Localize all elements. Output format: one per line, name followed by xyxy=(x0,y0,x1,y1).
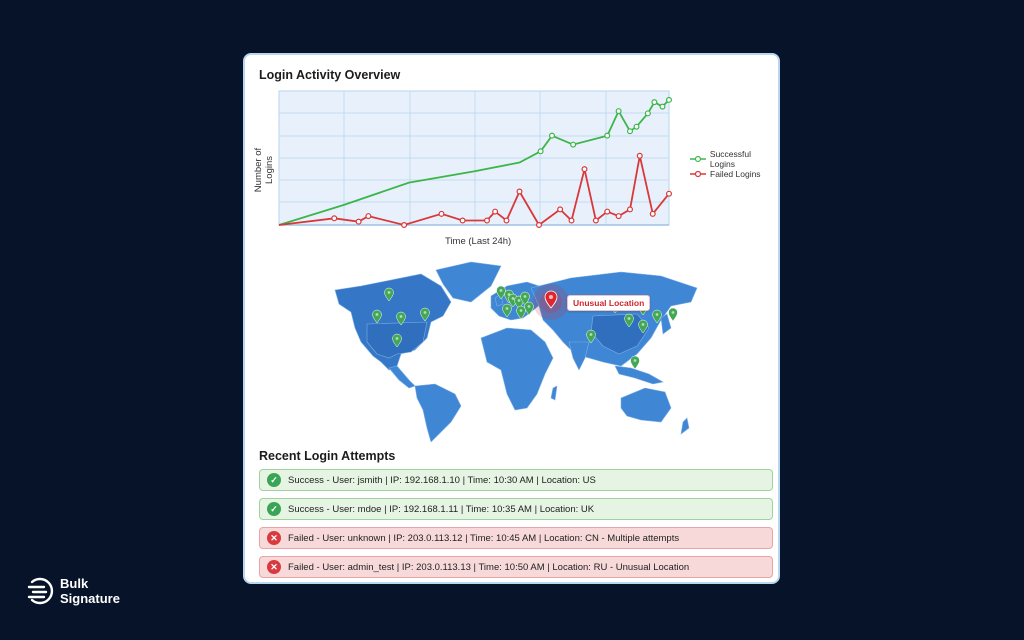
data-point-marker[interactable] xyxy=(666,190,673,197)
data-point-marker[interactable] xyxy=(633,123,640,130)
data-point-marker[interactable] xyxy=(592,217,599,224)
data-point-marker[interactable] xyxy=(438,210,445,217)
login-location-pin-icon[interactable] xyxy=(624,313,634,328)
legend-label: Successful Logins xyxy=(709,148,752,169)
login-attempt-row[interactable]: ✕ Failed - User: admin_test | IP: 203.0.… xyxy=(259,556,773,578)
login-location-pin-icon[interactable] xyxy=(652,309,662,324)
data-point-marker[interactable] xyxy=(644,110,651,117)
attempt-text: Failed - User: admin_test | IP: 203.0.11… xyxy=(288,561,690,573)
data-point-marker[interactable] xyxy=(581,166,588,173)
login-location-pin-icon[interactable] xyxy=(586,329,596,344)
login-location-pin-icon[interactable] xyxy=(520,291,530,306)
data-point-marker[interactable] xyxy=(536,222,543,229)
login-location-pin-icon[interactable] xyxy=(668,307,678,322)
legend-red-line-icon xyxy=(690,170,706,177)
world-map[interactable] xyxy=(331,258,703,442)
data-point-marker[interactable] xyxy=(557,206,564,213)
data-point-marker[interactable] xyxy=(568,217,575,224)
login-location-pin-icon[interactable] xyxy=(638,319,648,334)
login-activity-chart xyxy=(278,90,673,229)
data-point-marker[interactable] xyxy=(570,141,577,148)
recent-attempts-title: Recent Login Attempts xyxy=(259,449,396,463)
data-point-marker[interactable] xyxy=(659,103,666,110)
data-point-marker[interactable] xyxy=(459,217,466,224)
unusual-location-label[interactable]: Unusual Location xyxy=(567,295,651,311)
bulk-signature-logo-icon xyxy=(27,577,54,605)
legend-green-line-icon xyxy=(690,155,706,162)
login-attempt-row[interactable]: ✕ Failed - User: unknown | IP: 203.0.113… xyxy=(259,527,773,549)
data-point-marker[interactable] xyxy=(636,152,643,159)
data-point-marker[interactable] xyxy=(549,132,556,139)
attempt-text: Failed - User: unknown | IP: 203.0.113.1… xyxy=(288,532,680,544)
successful-logins-markers xyxy=(537,96,673,155)
map-pins xyxy=(372,285,678,370)
data-point-marker[interactable] xyxy=(651,99,658,106)
data-point-marker[interactable] xyxy=(503,217,510,224)
data-point-marker[interactable] xyxy=(666,96,673,103)
brand-logo: Bulk Signature xyxy=(24,576,120,606)
unusual-location-pin-icon xyxy=(544,290,558,309)
login-location-pin-icon[interactable] xyxy=(630,355,640,370)
x-circle-icon: ✕ xyxy=(267,560,281,574)
data-point-marker[interactable] xyxy=(615,213,622,220)
chart-legend: Successful Logins Failed Logins xyxy=(690,148,778,181)
data-point-marker[interactable] xyxy=(492,208,499,215)
check-circle-icon: ✓ xyxy=(267,502,281,516)
login-location-pin-icon[interactable] xyxy=(508,293,518,308)
data-point-marker[interactable] xyxy=(355,218,362,225)
chart-title: Login Activity Overview xyxy=(259,68,401,82)
login-location-pin-icon[interactable] xyxy=(516,305,526,320)
data-point-marker[interactable] xyxy=(615,108,622,115)
legend-item-successful[interactable]: Successful Logins xyxy=(690,148,778,169)
failed-logins-markers xyxy=(331,152,673,229)
data-point-marker[interactable] xyxy=(401,222,408,229)
successful-logins-line xyxy=(278,99,670,226)
failed-logins-line xyxy=(278,155,670,227)
data-point-marker[interactable] xyxy=(627,128,634,135)
grid-lines xyxy=(279,91,669,225)
data-point-marker[interactable] xyxy=(365,213,372,220)
data-point-marker[interactable] xyxy=(604,208,611,215)
attempt-text: Success - User: mdoe | IP: 192.168.1.11 … xyxy=(288,503,595,515)
brand-line2: Signature xyxy=(60,591,120,606)
data-point-marker[interactable] xyxy=(484,217,491,224)
data-point-marker[interactable] xyxy=(516,188,523,195)
login-location-pin-icon[interactable] xyxy=(396,311,406,326)
login-attempt-row[interactable]: ✓ Success - User: jsmith | IP: 192.168.1… xyxy=(259,469,773,491)
data-point-marker[interactable] xyxy=(537,148,544,155)
login-location-pin-icon[interactable] xyxy=(384,287,394,302)
login-dashboard-card: Login Activity Overview Number of Logins… xyxy=(243,53,780,584)
data-point-marker[interactable] xyxy=(604,132,611,139)
data-point-marker[interactable] xyxy=(649,210,656,217)
legend-item-failed[interactable]: Failed Logins xyxy=(690,166,778,181)
attempt-text: Success - User: jsmith | IP: 192.168.1.1… xyxy=(288,474,596,486)
login-attempt-row[interactable]: ✓ Success - User: mdoe | IP: 192.168.1.1… xyxy=(259,498,773,520)
x-circle-icon: ✕ xyxy=(267,531,281,545)
login-location-pin-icon[interactable] xyxy=(496,285,506,300)
login-location-pin-icon[interactable] xyxy=(392,333,402,348)
legend-label: Failed Logins xyxy=(710,168,761,179)
login-location-pin-icon[interactable] xyxy=(420,307,430,322)
x-axis-label: Time (Last 24h) xyxy=(445,236,512,247)
login-location-pin-icon[interactable] xyxy=(524,301,534,316)
brand-line1: Bulk xyxy=(60,576,89,591)
y-axis-label: Number of Logins xyxy=(253,147,275,193)
data-point-marker[interactable] xyxy=(331,215,338,222)
check-circle-icon: ✓ xyxy=(267,473,281,487)
login-location-pin-icon[interactable] xyxy=(372,309,382,324)
login-location-pin-icon[interactable] xyxy=(502,303,512,318)
data-point-marker[interactable] xyxy=(627,206,634,213)
